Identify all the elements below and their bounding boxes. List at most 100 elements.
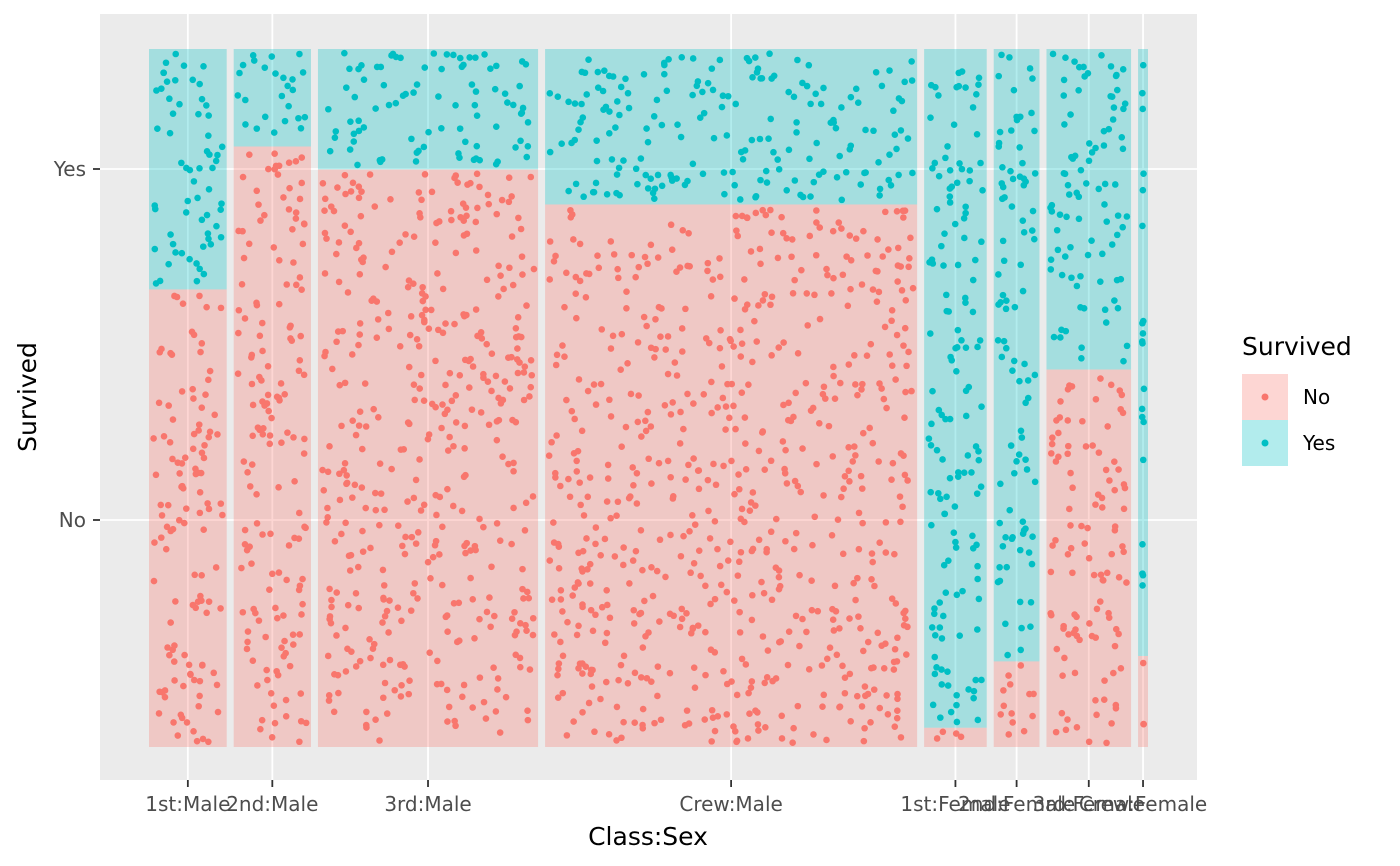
point-yes: [1101, 180, 1109, 188]
point-no: [434, 326, 442, 334]
point-no: [587, 606, 595, 614]
point-no: [905, 263, 912, 271]
point-no: [415, 342, 423, 350]
point-yes: [355, 117, 362, 125]
point-no: [203, 609, 210, 617]
point-yes: [1047, 266, 1055, 273]
point-no: [606, 614, 614, 622]
point-yes: [1006, 54, 1013, 61]
point-yes: [1031, 478, 1039, 486]
point-yes: [948, 183, 956, 190]
point-no: [270, 244, 278, 251]
point-yes: [203, 102, 210, 109]
point-no: [567, 214, 575, 221]
point-no: [1049, 434, 1056, 442]
point-yes: [167, 231, 174, 238]
point-no: [707, 600, 714, 608]
point-no: [617, 366, 624, 374]
point-yes: [472, 54, 479, 61]
point-no: [604, 461, 612, 469]
point-yes: [358, 62, 365, 69]
point-no: [1030, 690, 1037, 698]
point-no: [1116, 387, 1124, 394]
point-yes: [350, 130, 358, 138]
point-no: [748, 678, 756, 685]
point-no: [514, 369, 522, 377]
point-no: [381, 506, 388, 514]
point-no: [820, 691, 828, 699]
point-no: [899, 207, 907, 215]
point-no: [156, 688, 163, 696]
point-no: [282, 649, 289, 657]
point-yes: [593, 157, 601, 165]
point-no: [451, 320, 458, 328]
point-yes: [522, 61, 530, 68]
point-yes: [242, 121, 249, 128]
point-no: [189, 385, 197, 393]
point-no: [196, 677, 204, 685]
point-no: [617, 661, 625, 669]
mosaic-cell-no: [1138, 655, 1148, 747]
point-yes: [380, 81, 388, 89]
point-no: [1104, 423, 1111, 430]
point-no: [197, 348, 204, 356]
mosaic-cell-no: [233, 146, 311, 748]
point-yes: [289, 86, 297, 94]
point-yes: [172, 50, 180, 58]
point-no: [181, 454, 189, 462]
point-no: [829, 616, 837, 624]
point-no: [1009, 719, 1016, 726]
point-yes: [166, 129, 174, 137]
point-no: [653, 567, 661, 575]
point-no: [792, 529, 800, 537]
point-yes: [199, 243, 207, 250]
point-yes: [895, 171, 902, 179]
point-no: [166, 439, 174, 446]
point-no: [847, 256, 855, 264]
point-no: [791, 477, 799, 485]
point-no: [894, 634, 901, 642]
point-no: [997, 711, 1005, 718]
point-yes: [378, 156, 386, 163]
point-yes: [962, 299, 969, 306]
point-no: [799, 615, 806, 623]
point-no: [528, 371, 536, 379]
point-yes: [637, 155, 645, 162]
grid-lines: [100, 14, 1197, 780]
point-no: [355, 194, 363, 202]
point-yes: [996, 519, 1004, 527]
point-no: [406, 677, 413, 685]
point-yes: [935, 489, 942, 497]
point-no: [854, 391, 861, 399]
point-yes: [397, 54, 404, 62]
point-yes: [762, 167, 770, 175]
point-no: [1052, 728, 1060, 736]
point-yes: [571, 100, 579, 107]
point-no: [290, 641, 297, 648]
point-no: [778, 213, 785, 221]
point-yes: [325, 105, 332, 113]
point-yes: [1024, 377, 1032, 384]
point-no: [788, 236, 796, 243]
point-no: [662, 346, 670, 353]
point-no: [716, 255, 723, 262]
point-yes: [1139, 330, 1147, 337]
point-no: [667, 531, 674, 539]
point-yes: [876, 185, 884, 193]
point-no: [521, 527, 529, 534]
point-no: [188, 328, 196, 336]
point-no: [410, 381, 418, 389]
point-no: [456, 372, 464, 379]
point-no: [181, 651, 188, 659]
point-no: [388, 465, 395, 473]
point-no: [545, 452, 553, 460]
point-no: [711, 517, 719, 525]
point-no: [796, 642, 803, 650]
point-no: [818, 662, 826, 669]
point-no: [711, 595, 719, 603]
point-yes: [943, 307, 951, 315]
point-yes: [1077, 304, 1084, 311]
point-no: [480, 374, 487, 382]
point-no: [1005, 672, 1012, 679]
point-no: [324, 504, 331, 512]
